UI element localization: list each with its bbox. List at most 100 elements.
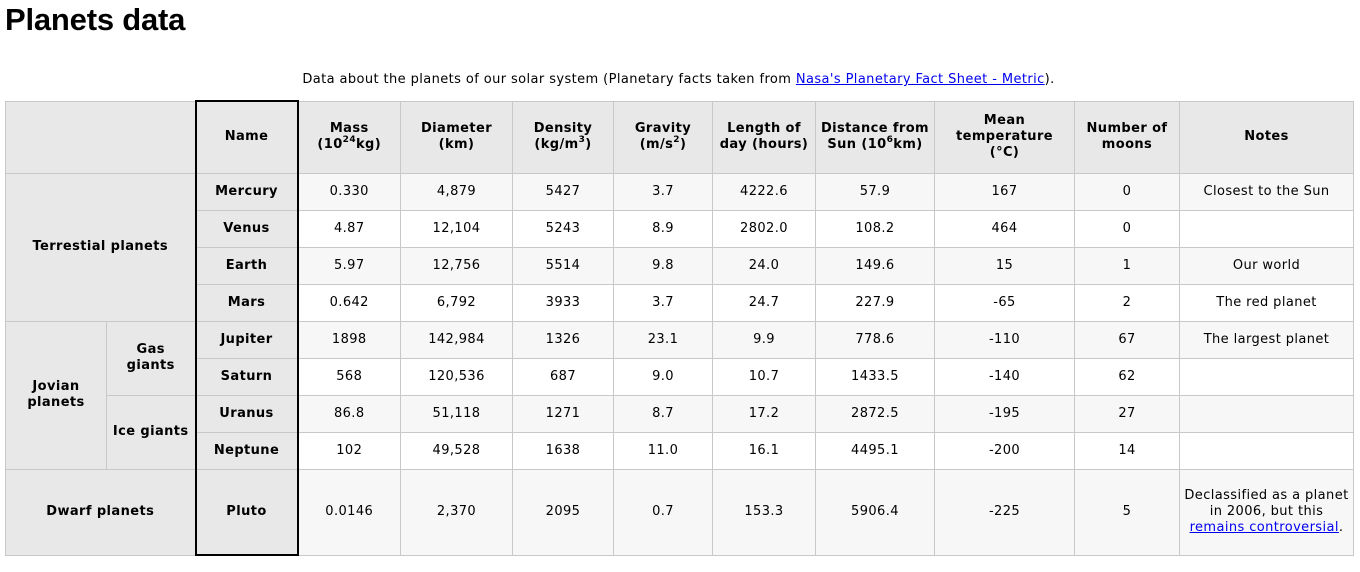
moons-cell: 0 (1074, 209, 1180, 248)
mass-cell: 102 (297, 431, 401, 470)
temperature-cell: -195 (934, 394, 1075, 433)
mass-cell: 86.8 (297, 394, 401, 433)
group-terrestrial-planets: Terrestial planets (5, 172, 196, 322)
density-cell: 1271 (512, 394, 614, 433)
moons-cell: 27 (1074, 394, 1180, 433)
planet-name: Pluto (194, 468, 299, 556)
distance-cell: 57.9 (815, 172, 935, 211)
notes-end: . (1338, 520, 1344, 535)
notes-cell: Declassified as a planet in 2006, but th… (1179, 468, 1354, 556)
notes-cell (1179, 431, 1354, 470)
planets-table: Name Mass (1024kg) Diameter (km) Density… (5, 100, 1354, 556)
group-dwarf-planets: Dwarf planets (5, 468, 196, 556)
temperature-cell: -225 (934, 468, 1075, 556)
diameter-cell: 142,984 (400, 320, 513, 359)
density-cell: 687 (512, 357, 614, 396)
planet-name: Neptune (194, 431, 299, 470)
distance-cell: 4495.1 (815, 431, 935, 470)
header-gravity-text: Gravity (m/s (634, 121, 692, 152)
diameter-cell: 12,756 (400, 246, 513, 285)
notes-cell: The red planet (1179, 283, 1354, 322)
planet-name: Mercury (194, 172, 299, 211)
mass-cell: 0.642 (297, 283, 401, 322)
distance-cell: 108.2 (815, 209, 935, 248)
header-mass-text: Mass (10 (317, 121, 369, 152)
diameter-cell: 4,879 (400, 172, 513, 211)
header-distance-unit: km) (893, 137, 923, 152)
planet-row-earth: Earth 5.97 12,756 5514 9.8 24.0 149.6 15… (6, 246, 1354, 285)
planet-row-uranus: Ice giants Uranus 86.8 51,118 1271 8.7 1… (6, 394, 1354, 470)
table-caption: Data about the planets of our solar syst… (0, 72, 1357, 87)
page-title: Planets data (5, 2, 186, 37)
group-ice-giants: Ice giants (106, 394, 196, 470)
header-moons: Number of moons (1074, 100, 1180, 174)
planet-name: Mars (194, 283, 299, 322)
planet-row-saturn: Saturn 568 120,536 687 9.0 10.7 1433.5 -… (6, 357, 1354, 396)
temperature-cell: -110 (934, 320, 1075, 359)
planet-row-pluto: Dwarf planets Pluto 0.0146 2,370 2095 0.… (5, 468, 1354, 556)
distance-cell: 778.6 (815, 320, 935, 359)
gravity-cell: 3.7 (613, 283, 713, 322)
density-cell: 5514 (512, 246, 614, 285)
gravity-cell: 0.7 (613, 468, 713, 556)
group-gas-giants: Gas giants (106, 320, 196, 396)
remains-controversial-link[interactable]: remains controversial (1189, 520, 1339, 535)
temperature-cell: -200 (934, 431, 1075, 470)
header-day-length: Length of day (hours) (712, 100, 816, 174)
density-cell: 1638 (512, 431, 614, 470)
moons-cell: 1 (1074, 246, 1180, 285)
temperature-cell: 167 (934, 172, 1075, 211)
moons-cell: 2 (1074, 283, 1180, 322)
diameter-cell: 49,528 (400, 431, 513, 470)
diameter-cell: 51,118 (400, 394, 513, 433)
notes-text: Declassified as a planet in 2006, but th… (1184, 488, 1349, 519)
header-distance: Distance from Sun (106km) (815, 100, 935, 174)
planet-row-venus: Venus 4.87 12,104 5243 8.9 2802.0 108.2 … (6, 209, 1354, 248)
gravity-cell: 3.7 (613, 172, 713, 211)
mass-cell: 5.97 (297, 246, 401, 285)
header-gravity: Gravity (m/s2) (613, 100, 713, 174)
header-mass-unit: kg) (355, 137, 382, 152)
gravity-cell: 9.0 (613, 357, 713, 396)
day-length-cell: 4222.6 (712, 172, 816, 211)
gravity-cell: 8.9 (613, 209, 713, 248)
day-length-cell: 17.2 (712, 394, 816, 433)
planet-name: Uranus (194, 394, 299, 433)
mass-cell: 0.330 (297, 172, 401, 211)
planet-row-neptune: Neptune 102 49,528 1638 11.0 16.1 4495.1… (6, 431, 1354, 470)
mass-cell: 568 (297, 357, 401, 396)
header-distance-exponent: 6 (886, 135, 894, 145)
notes-cell (1179, 357, 1354, 396)
distance-cell: 227.9 (815, 283, 935, 322)
header-blank-cell (5, 100, 196, 174)
nasa-fact-sheet-link[interactable]: Nasa's Planetary Fact Sheet - Metric (795, 72, 1045, 87)
header-distance-text: Distance from Sun (10 (820, 121, 930, 152)
mass-cell: 4.87 (297, 209, 401, 248)
header-row: Name Mass (1024kg) Diameter (km) Density… (5, 100, 1354, 174)
moons-cell: 62 (1074, 357, 1180, 396)
planet-name: Venus (194, 209, 299, 248)
header-notes: Notes (1179, 100, 1354, 174)
moons-cell: 67 (1074, 320, 1180, 359)
notes-cell (1179, 394, 1354, 433)
day-length-cell: 10.7 (712, 357, 816, 396)
day-length-cell: 16.1 (712, 431, 816, 470)
gravity-cell: 11.0 (613, 431, 713, 470)
caption-end: ). (1044, 72, 1055, 87)
diameter-cell: 2,370 (400, 468, 513, 556)
day-length-cell: 2802.0 (712, 209, 816, 248)
header-density-end: ) (585, 137, 592, 152)
header-mass: Mass (1024kg) (297, 100, 401, 174)
planet-name: Jupiter (194, 320, 299, 359)
diameter-cell: 120,536 (400, 357, 513, 396)
density-cell: 1326 (512, 320, 614, 359)
header-gravity-exponent: 2 (673, 135, 680, 145)
moons-cell: 5 (1074, 468, 1180, 556)
day-length-cell: 9.9 (712, 320, 816, 359)
distance-cell: 5906.4 (815, 468, 935, 556)
temperature-cell: 15 (934, 246, 1075, 285)
day-length-cell: 24.0 (712, 246, 816, 285)
header-diameter: Diameter (km) (400, 100, 513, 174)
temperature-cell: -140 (934, 357, 1075, 396)
header-gravity-end: ) (679, 137, 687, 152)
